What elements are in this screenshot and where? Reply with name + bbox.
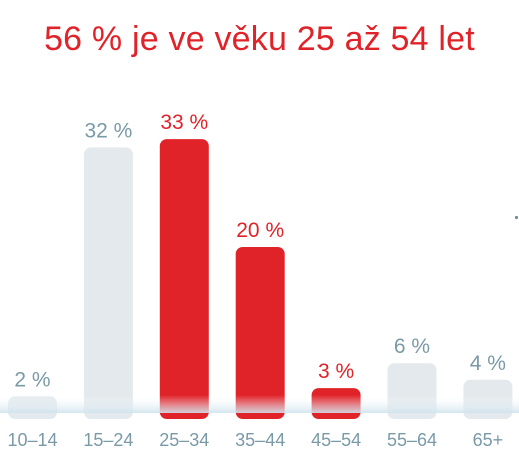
bar-25–34 [159,139,209,419]
category-label-35–44: 35–44 [235,430,285,450]
value-label-25–34: 33 % [160,111,208,134]
value-label-65+: 4 % [470,352,506,375]
baseline-glow [0,395,519,413]
value-label-15–24: 32 % [84,119,132,142]
category-label-15–24: 15–24 [83,430,133,450]
value-label-55–64: 6 % [394,335,430,358]
category-label-25–34: 25–34 [159,430,209,450]
bar-35–44 [235,247,285,419]
value-label-10–14: 2 % [14,368,50,391]
category-label-10–14: 10–14 [7,430,57,450]
category-labels-group: 10–14 15–24 25–34 35–44 45–54 55–64 65+ [7,430,503,450]
value-label-35–44: 20 % [236,219,284,242]
bars-group [8,139,513,419]
edge-marker [515,216,518,219]
bar-15–24 [83,147,133,419]
value-labels-group: 2 % 32 % 33 % 20 % 3 % 6 % 4 % [14,111,506,391]
value-label-45–54: 3 % [318,360,354,383]
category-label-45–54: 45–54 [311,430,361,450]
category-label-65+: 65+ [473,430,504,450]
chart-title: 56 % je ve věku 25 až 54 let [44,20,475,58]
category-label-55–64: 55–64 [387,430,437,450]
